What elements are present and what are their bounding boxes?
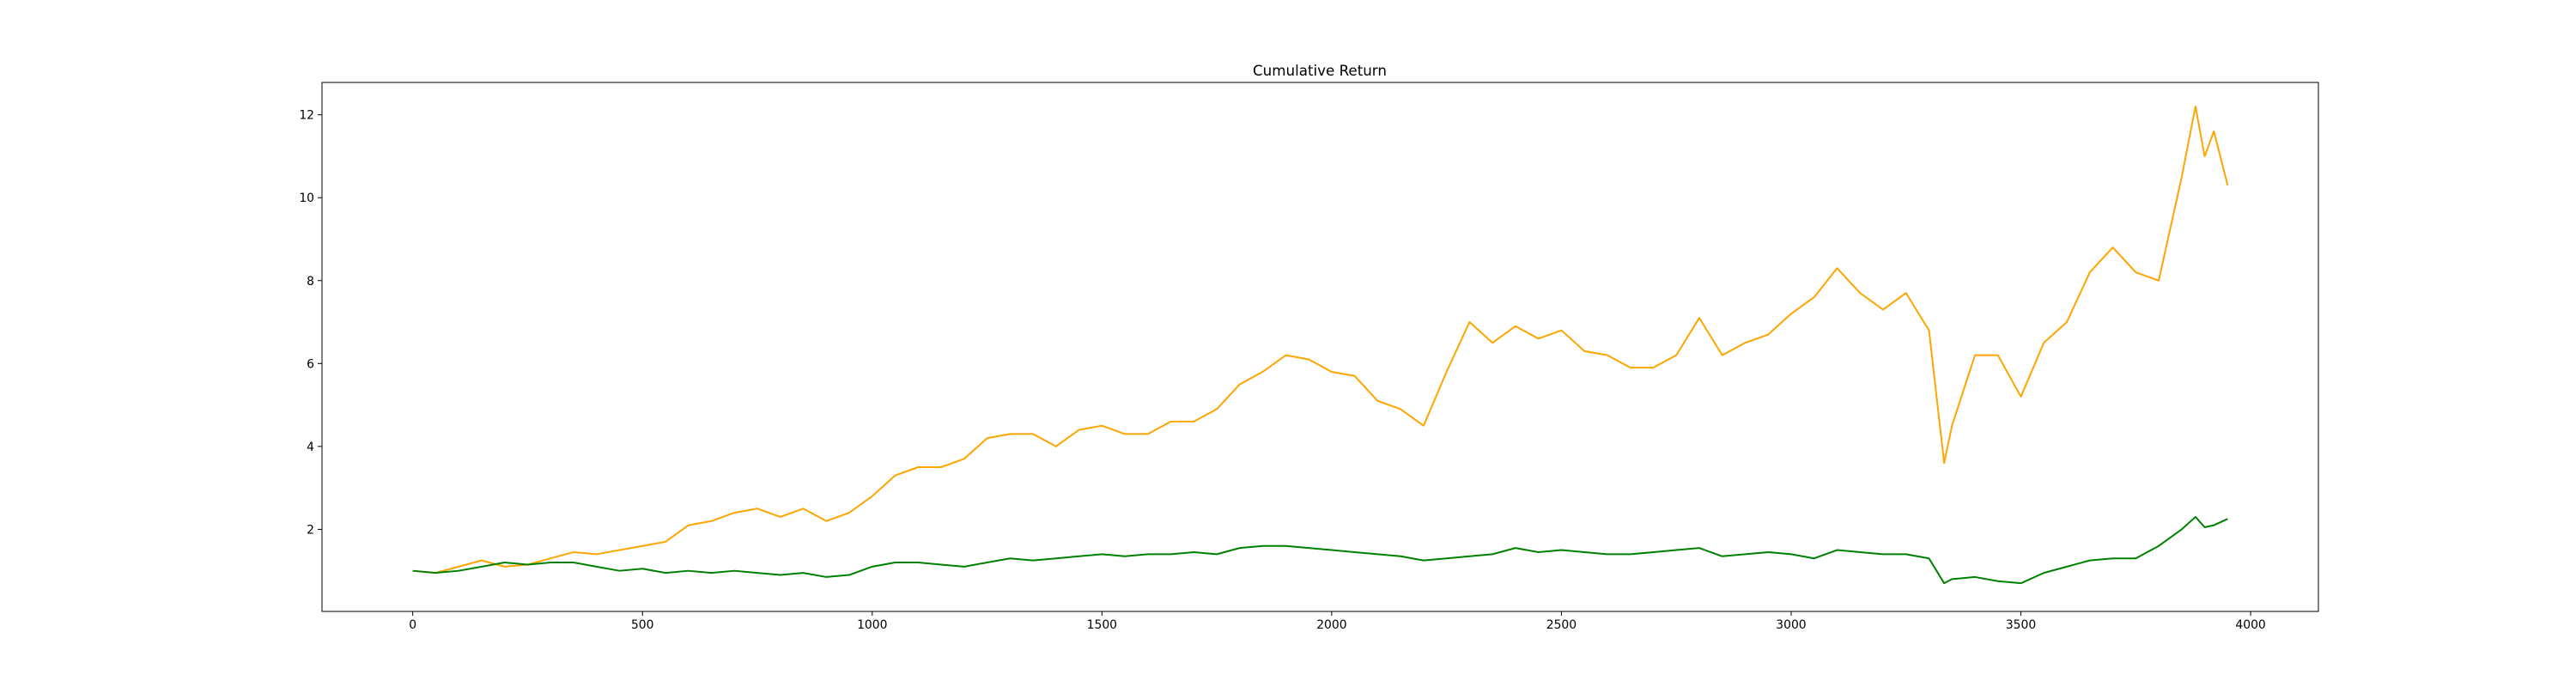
- y-tick-label: 8: [307, 275, 314, 289]
- x-tick-label: 4000: [2235, 618, 2265, 632]
- x-tick-label: 3500: [2006, 618, 2036, 632]
- x-tick-label: 3000: [1776, 618, 1806, 632]
- x-tick-label: 500: [631, 618, 654, 632]
- y-tick-label: 12: [299, 109, 314, 123]
- series-line: [412, 106, 2229, 575]
- axes-frame: [321, 82, 2319, 612]
- y-tick-label: 10: [299, 192, 314, 205]
- chart-title: Cumulative Return: [1253, 62, 1387, 79]
- series-line: [412, 515, 2228, 585]
- x-tick-label: 1000: [857, 618, 887, 632]
- x-tick-label: 2500: [1546, 618, 1577, 632]
- y-tick-label: 6: [307, 357, 314, 371]
- y-tick-label: 2: [307, 523, 314, 537]
- x-tick-label: 1500: [1087, 618, 1117, 632]
- x-tick-label: 0: [409, 618, 416, 632]
- x-tick-label: 2000: [1316, 618, 1346, 632]
- y-tick-label: 4: [307, 441, 314, 454]
